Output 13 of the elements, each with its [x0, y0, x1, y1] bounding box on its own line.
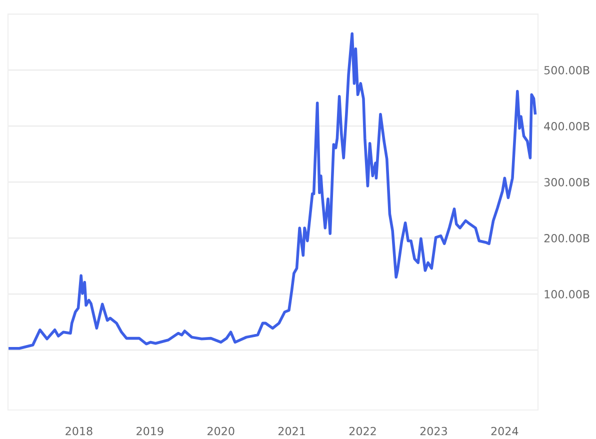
x-tick-label: 2018: [66, 426, 92, 436]
x-tick-label: 2020: [208, 426, 234, 436]
y-tick-label: 500.00B: [544, 66, 590, 74]
y-tick-label: 100.00B: [544, 290, 590, 298]
line-series: [8, 32, 537, 350]
x-tick-label: 2023: [420, 426, 447, 436]
y-tick-label: 200.00B: [544, 234, 590, 242]
y-tick-label: 400.00B: [544, 122, 590, 130]
x-tick-label: 2024: [491, 426, 518, 436]
y-tick-label: 300.00B: [544, 178, 590, 186]
x-tick-label: 2019: [136, 426, 164, 436]
x-tick-label: 2021: [278, 426, 305, 436]
x-tick-label: 2022: [349, 426, 376, 436]
